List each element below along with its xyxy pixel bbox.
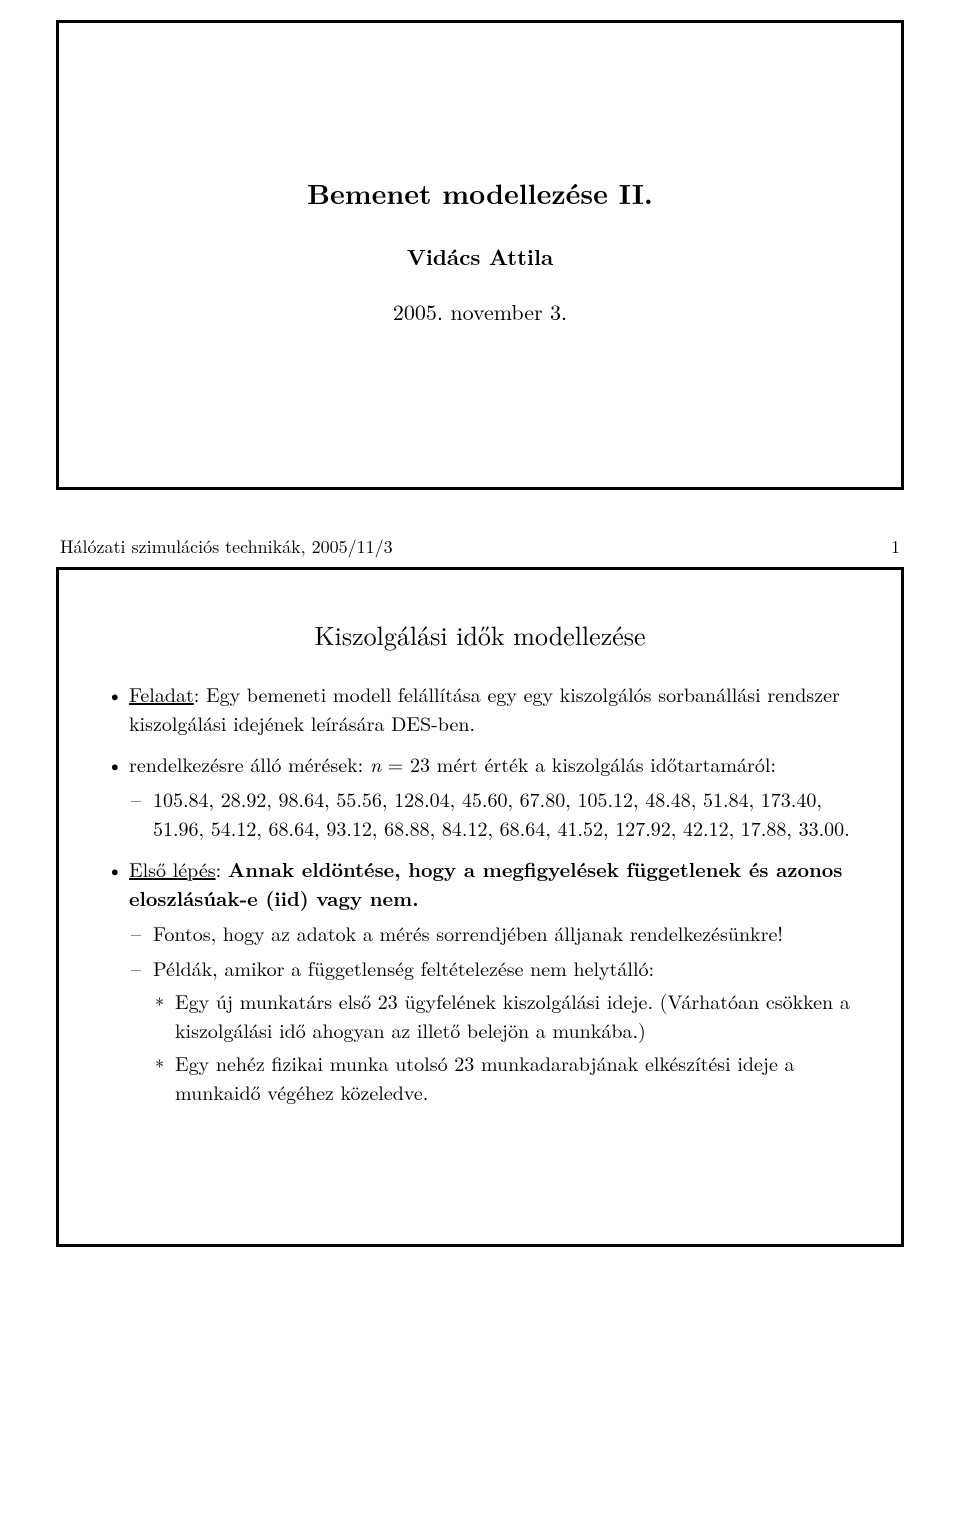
doc-title: Bemenet modellezése II. [307, 173, 653, 213]
pelda-b: Egy nehéz fizikai munka utolsó 23 munkad… [153, 1048, 857, 1106]
bullet-elso-lepes: Első lépés: Annak eldöntése, hogy a megf… [103, 854, 857, 1106]
bullet-meresek: rendelkezésre álló mérések: n = 23 mért … [103, 749, 857, 842]
text-feladat: : Egy bemeneti modell felállítása egy eg… [129, 679, 840, 737]
var-n: n [370, 749, 381, 778]
label-feladat: Feladat [129, 679, 194, 708]
doc-date: 2005. november 3. [393, 296, 567, 327]
bullet-list: Feladat: Egy bemeneti modell felállítása… [103, 679, 857, 1106]
slide2-title: Kiszolgálási idők modellezése [103, 616, 857, 653]
slide-content: Kiszolgálási idők modellezése Feladat: E… [56, 567, 904, 1247]
data-values: 105.84, 28.92, 98.64, 55.56, 128.04, 45.… [129, 784, 857, 842]
text-meresek-eq: = 23 mért érték a kiszolgálás időtartamá… [381, 749, 776, 778]
sub-fontos: Fontos, hogy az adatok a mérés sorrendjé… [129, 918, 857, 947]
sublist-data: 105.84, 28.92, 98.64, 55.56, 128.04, 45.… [129, 784, 857, 842]
header-pagenum: 1 [891, 534, 900, 559]
page: Bemenet modellezése II. Vidács Attila 20… [0, 0, 960, 1331]
sub-peldak: Példák, amikor a függetlenség feltételez… [129, 953, 857, 1106]
text-peldak-intro: Példák, amikor a függetlenség feltételez… [153, 953, 654, 982]
sublist-elso-lepes: Fontos, hogy az adatok a mérés sorrendjé… [129, 918, 857, 1106]
doc-author: Vidács Attila [407, 241, 554, 272]
pelda-a: Egy új munkatárs első 23 ügyfelének kisz… [153, 986, 857, 1044]
slide-title: Bemenet modellezése II. Vidács Attila 20… [56, 20, 904, 490]
text-meresek-pre: rendelkezésre álló mérések: [129, 749, 370, 778]
label-elso-lepes: Első lépés [129, 854, 216, 883]
bullet-feladat: Feladat: Egy bemeneti modell felállítása… [103, 679, 857, 737]
header-left: Hálózati szimulációs technikák, 2005/11/… [60, 534, 393, 559]
bold-elso-lepes: Annak eldöntése, hogy a megfigyelések fü… [129, 854, 842, 912]
subsublist-peldak: Egy új munkatárs első 23 ügyfelének kisz… [153, 986, 857, 1106]
page-header: Hálózati szimulációs technikák, 2005/11/… [56, 534, 904, 559]
